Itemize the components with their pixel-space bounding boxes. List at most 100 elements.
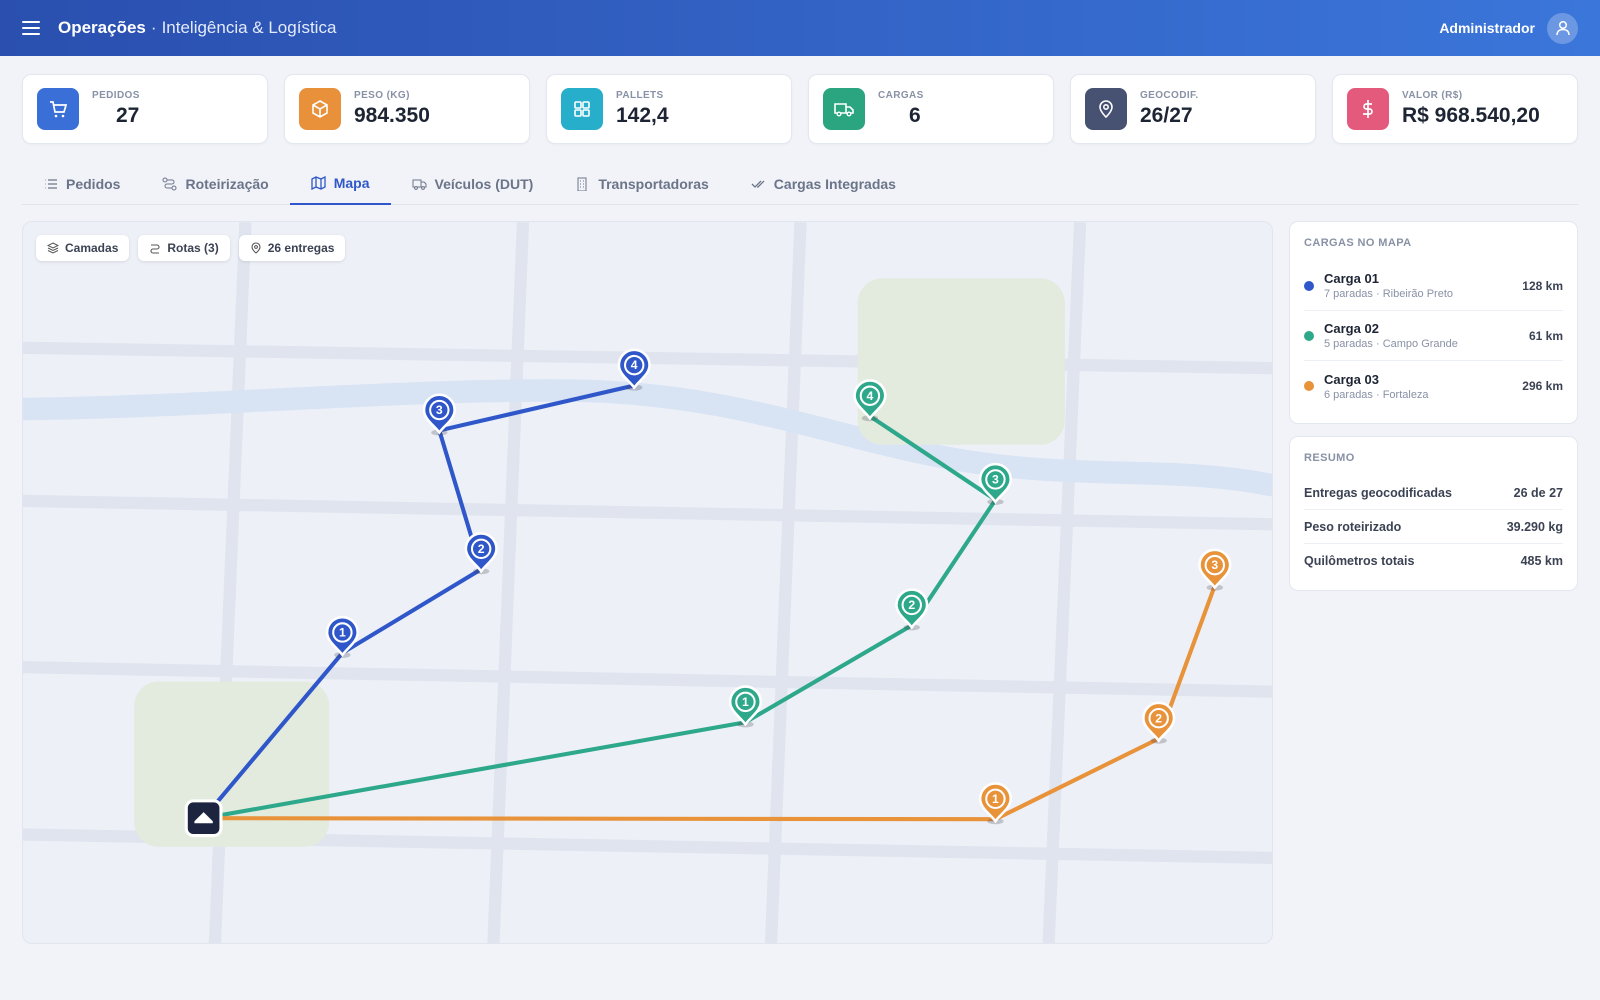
- stop-pin[interactable]: 4: [853, 379, 887, 422]
- kpi-value: R$ 968.540,20: [1402, 104, 1540, 127]
- depot-icon: [194, 812, 213, 824]
- kpi-label: PEDIDOS: [92, 90, 140, 101]
- tab[interactable]: Cargas Integradas: [730, 163, 917, 205]
- resumo-value: 26 de 27: [1513, 485, 1563, 500]
- chip-label: 26 entregas: [267, 241, 335, 255]
- map-chip[interactable]: 26 entregas: [238, 235, 346, 261]
- pin-label: 1: [742, 695, 749, 709]
- tab-bar: Pedidos Roteirização Mapa Veículos (DUT) Tra…: [22, 163, 1578, 205]
- stop-pin[interactable]: 3: [1198, 548, 1232, 591]
- map-chip[interactable]: Rotas (3): [138, 235, 230, 261]
- pin-label: 2: [908, 598, 915, 612]
- carga-row[interactable]: Carga 03 6 paradas · Fortaleza 296 km: [1304, 361, 1563, 411]
- stop-pin[interactable]: 4: [617, 348, 651, 391]
- tab[interactable]: Transportadoras: [554, 163, 729, 205]
- carga-color-dot: [1304, 381, 1314, 391]
- pin-label: 3: [992, 473, 999, 487]
- map-canvas: 1 2 3 4 1 2 3 4 1 2 3: [23, 222, 1272, 943]
- kpi-value: 6: [909, 104, 921, 127]
- stop-pin[interactable]: 2: [464, 532, 498, 575]
- kpi-icon: [823, 88, 865, 130]
- tab[interactable]: Mapa: [289, 163, 391, 205]
- carga-distance: 61 km: [1528, 328, 1563, 343]
- carga-color-dot: [1304, 330, 1314, 341]
- pin-ring: [985, 469, 1006, 490]
- kpi-card: VALOR (R$) R$ 968.540,20: [1332, 74, 1578, 144]
- tab[interactable]: Veículos (DUT): [391, 163, 555, 205]
- stop-pin[interactable]: 2: [895, 588, 929, 631]
- kpi-icon: [37, 88, 79, 130]
- tab-icon: [412, 179, 427, 190]
- kpi-card: GEOCODIF. 26/27: [1070, 74, 1316, 144]
- carga-distance: 296 km: [1522, 379, 1563, 393]
- pin-label: 1: [339, 626, 346, 640]
- pin-label: 2: [1155, 711, 1162, 725]
- carga-details: 6 paradas · Fortaleza: [1324, 388, 1429, 401]
- map-chip[interactable]: Camadas: [36, 235, 130, 261]
- carga-row[interactable]: Carga 01 7 paradas · Ribeirão Preto 128 km: [1304, 261, 1563, 311]
- pin-ring: [985, 788, 1006, 810]
- tab-label: Veículos (DUT): [434, 176, 534, 192]
- pin-ring: [624, 354, 645, 376]
- carga-distance: 128 km: [1522, 278, 1563, 293]
- kpi-card: PALLETS 142,4: [546, 74, 792, 144]
- carga-name: Carga 03: [1324, 371, 1379, 387]
- kpi-label: VALOR (R$): [1402, 90, 1463, 101]
- stop-pin[interactable]: 1: [978, 782, 1013, 825]
- stop-pin[interactable]: 3: [978, 462, 1013, 505]
- app-title: Operações: [58, 18, 146, 37]
- kpi-label: CARGAS: [878, 90, 924, 101]
- pin-label: 4: [867, 389, 874, 403]
- chip-label: Camadas: [65, 241, 119, 255]
- map-toolbar: Camadas Rotas (3) 26 entregas: [36, 235, 346, 261]
- resumo-label: Entregas geocodificadas: [1304, 485, 1452, 500]
- header: Operações · Inteligência & Logística Adm…: [0, 0, 1600, 56]
- pin-ring: [1204, 554, 1226, 576]
- stop-pin[interactable]: 2: [1142, 701, 1176, 744]
- carga-info: Carga 02 5 paradas · Campo Grande: [1324, 321, 1458, 350]
- cargas-list: Carga 01 7 paradas · Ribeirão Preto 128 km…: [1304, 261, 1563, 411]
- resumo-list: Entregas geocodificadas 26 de 27 Peso rote…: [1304, 476, 1563, 578]
- stop-pin[interactable]: 1: [325, 615, 359, 658]
- chip-label: Rotas (3): [167, 241, 219, 255]
- panel-title: CARGAS NO MAPA: [1304, 237, 1412, 249]
- user-avatar[interactable]: [1547, 12, 1578, 44]
- kpi-value: 26/27: [1140, 104, 1193, 127]
- pin-ring: [470, 538, 492, 560]
- resumo-panel: RESUMO Entregas geocodificadas 26 de 27 Pe…: [1289, 436, 1578, 591]
- pin-ring: [332, 622, 353, 643]
- tab-icon: [45, 179, 57, 189]
- kpi-icon: [1085, 88, 1127, 130]
- tab[interactable]: Pedidos: [22, 163, 141, 205]
- pin-label: 4: [631, 358, 638, 372]
- carga-info: Carga 03 6 paradas · Fortaleza: [1324, 372, 1429, 401]
- resumo-label: Quilômetros totais: [1304, 554, 1415, 568]
- resumo-label: Peso roteirizado: [1304, 519, 1402, 534]
- carga-row[interactable]: Carga 02 5 paradas · Campo Grande 61 km: [1304, 311, 1563, 361]
- stop-pin[interactable]: 1: [728, 685, 763, 728]
- user-name[interactable]: Administrador: [1439, 20, 1535, 36]
- kpi-value: 27: [116, 104, 140, 127]
- title-separator: ·: [150, 18, 157, 37]
- kpi-card: PESO (KG) 984.350: [284, 74, 530, 144]
- tab-label: Mapa: [333, 175, 370, 191]
- tab-label: Transportadoras: [598, 176, 709, 192]
- depot-marker[interactable]: [184, 799, 223, 838]
- route-line: [203, 584, 1217, 822]
- carga-details: 5 paradas · Campo Grande: [1324, 338, 1458, 350]
- stop-pin[interactable]: 3: [422, 393, 456, 436]
- kpi-row: PEDIDOS 27 PESO (KG) 984.350 PALLETS 142,4 …: [22, 74, 1578, 144]
- carga-details: 7 paradas · Ribeirão Preto: [1324, 288, 1454, 300]
- tab-label: Roteirização: [185, 176, 269, 192]
- resumo-row: Peso roteirizado 39.290 kg: [1304, 510, 1563, 544]
- kpi-value: 142,4: [616, 104, 669, 127]
- tab[interactable]: Roteirização: [141, 163, 289, 205]
- kpi-label: PESO (KG): [354, 90, 410, 101]
- pin-label: 3: [436, 403, 443, 417]
- menu-button[interactable]: [22, 20, 40, 36]
- pin-label: 1: [992, 792, 999, 806]
- kpi-label: GEOCODIF.: [1140, 90, 1199, 101]
- kpi-icon: [1347, 88, 1389, 130]
- pin-ring: [901, 594, 922, 616]
